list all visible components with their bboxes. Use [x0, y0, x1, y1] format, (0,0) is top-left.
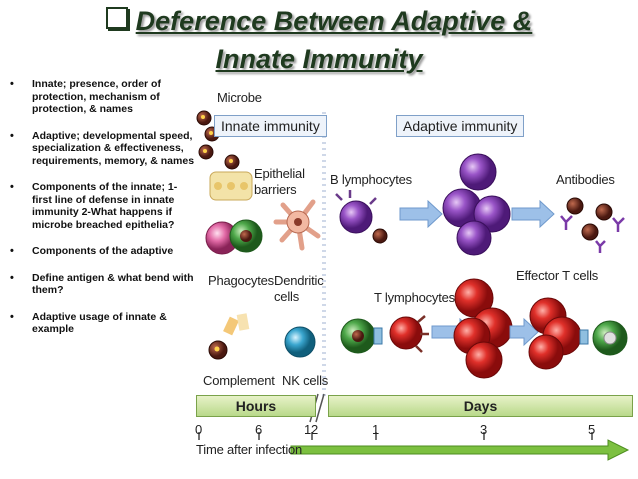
effector-arrow-icon: [509, 317, 539, 347]
t-cell-proliferation-icon: [453, 278, 513, 379]
microbe-label: Microbe: [217, 90, 262, 105]
bullet-item: Adaptive; developmental speed, specializ…: [8, 130, 196, 168]
time-after-infection-label: Time after infection: [196, 442, 303, 457]
bullet-item: Innate; presence, order of protection, m…: [8, 78, 196, 116]
page-title-line2: Innate Immunity: [215, 44, 423, 74]
phagocyte-icon: [205, 219, 263, 255]
bullet-item: Define antigen & what bend with them?: [8, 272, 196, 297]
tick-label: 0: [195, 422, 203, 437]
time-arrow-icon: [290, 439, 630, 461]
epithelial-label: Epithelial: [254, 166, 305, 181]
days-band: Days: [328, 395, 633, 417]
dendritic-cell-icon: [273, 199, 321, 251]
dendritic-cells-label: cells: [274, 289, 300, 304]
adaptive-immunity-header: Adaptive immunity: [396, 115, 525, 137]
b-cell-proliferation-icon: [442, 153, 511, 256]
t-lymphocytes-label: T lymphocytes: [374, 290, 455, 305]
antibodies-icon: [560, 197, 625, 253]
effector-t-cells-icon: [528, 297, 628, 370]
phagocytes-label: Phagocytes: [208, 273, 274, 288]
dendritic-label: Dendritic: [274, 273, 324, 288]
tick-label: 5: [588, 422, 596, 437]
tick-label: 3: [480, 422, 488, 437]
effector-t-cells-label: Effector T cells: [516, 268, 599, 283]
b-lymphocytes-label: B lymphocytes: [330, 172, 412, 187]
bullet-item: Adaptive usage of innate & example: [8, 311, 196, 336]
tick-label: 1: [372, 422, 380, 437]
b-lymphocyte-icon: [335, 190, 388, 244]
epithelial-barrier-icon: [209, 171, 253, 201]
complement-icon: [208, 313, 250, 360]
b-cell-arrow-icon: [399, 199, 443, 229]
nk-cells-label: NK cells: [282, 373, 329, 388]
page-title: Deference Between Adaptive &: [0, 4, 638, 38]
nk-cell-icon: [284, 326, 316, 358]
bullet-list: Innate; presence, order of protection, m…: [8, 78, 196, 350]
tick-label: 12: [304, 422, 319, 437]
t-cell-activation-icon: [340, 315, 429, 354]
bullet-item: Components of the adaptive: [8, 245, 196, 258]
hours-band: Hours: [196, 395, 316, 417]
antibodies-label: Antibodies: [556, 172, 615, 187]
antibody-arrow-icon: [511, 199, 555, 229]
bullet-item: Components of the innate; 1- first line …: [8, 181, 196, 231]
barriers-label: barriers: [254, 182, 297, 197]
tick-label: 6: [255, 422, 263, 437]
checkbox-icon: [105, 7, 128, 29]
complement-label: Complement: [203, 373, 275, 388]
innate-immunity-header: Innate immunity: [214, 115, 327, 137]
